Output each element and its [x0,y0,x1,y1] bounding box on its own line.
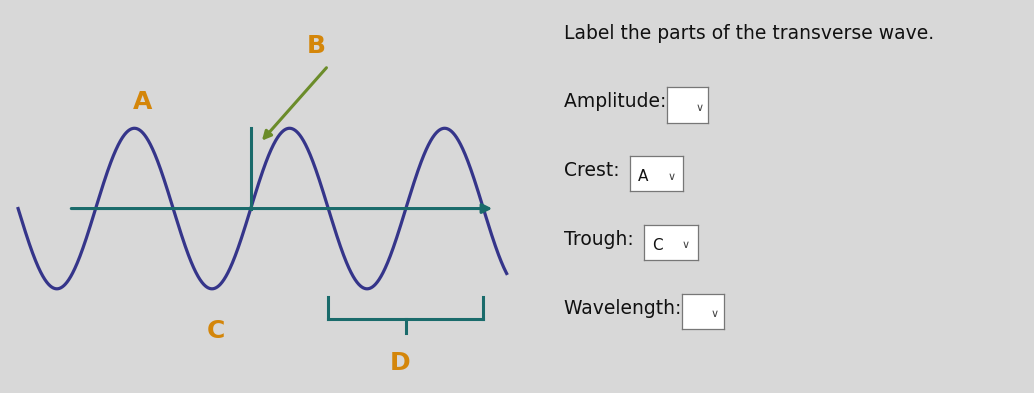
Text: Label the parts of the transverse wave.: Label the parts of the transverse wave. [564,24,934,42]
Text: C: C [207,320,225,343]
Text: ∨: ∨ [668,171,675,182]
Text: C: C [652,238,663,253]
Text: Amplitude:: Amplitude: [564,92,672,111]
Text: Crest:: Crest: [564,161,626,180]
Text: D: D [390,351,409,375]
Text: Wavelength:: Wavelength: [564,299,687,318]
Text: A: A [638,169,648,184]
Text: B: B [307,34,326,58]
Text: ∨: ∨ [710,309,719,319]
Text: A: A [132,90,152,114]
Text: ∨: ∨ [682,240,690,250]
Text: ∨: ∨ [695,103,703,113]
Text: Trough:: Trough: [564,230,639,249]
